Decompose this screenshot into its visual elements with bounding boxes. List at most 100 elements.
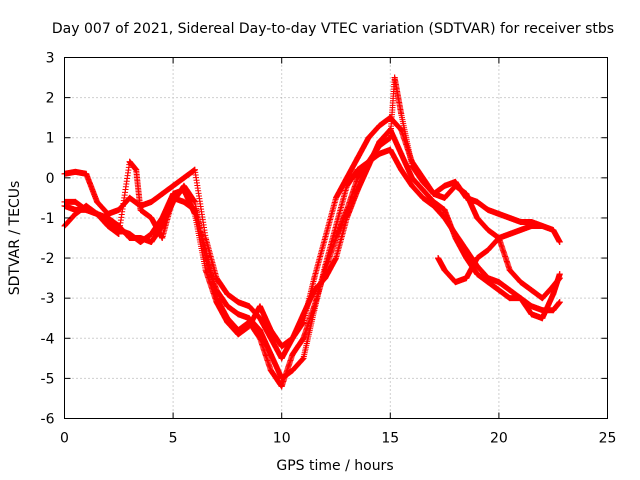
data-point xyxy=(94,210,101,217)
data-point xyxy=(409,162,416,169)
plot-frame xyxy=(64,57,608,419)
data-point xyxy=(387,126,394,133)
plus-markers xyxy=(61,74,563,390)
data-point xyxy=(278,383,285,390)
data-point xyxy=(72,168,79,175)
y-tick-label: -5 xyxy=(41,371,55,387)
data-point xyxy=(506,267,513,274)
y-tick-label: -4 xyxy=(41,331,55,347)
data-point xyxy=(235,331,242,338)
data-point xyxy=(506,214,513,221)
data-point xyxy=(430,190,437,197)
data-point xyxy=(94,198,101,205)
data-point xyxy=(517,218,524,225)
data-point xyxy=(463,275,470,282)
data-point xyxy=(289,367,296,374)
data-point xyxy=(289,335,296,342)
data-point xyxy=(441,182,448,189)
data-point xyxy=(528,222,535,229)
x-tick-label: 25 xyxy=(599,431,617,447)
data-point xyxy=(365,134,372,141)
data-point xyxy=(126,194,133,201)
data-point xyxy=(556,299,563,306)
data-point xyxy=(322,263,329,270)
data-point xyxy=(311,307,318,314)
data-point xyxy=(550,307,557,314)
data-point xyxy=(506,287,513,294)
x-tick-label: 15 xyxy=(381,431,399,447)
data-point xyxy=(126,230,133,237)
data-point xyxy=(148,230,155,237)
data-point xyxy=(224,319,231,326)
data-point xyxy=(517,279,524,286)
data-point xyxy=(343,174,350,181)
data-point xyxy=(159,190,166,197)
data-point xyxy=(474,255,481,262)
data-point xyxy=(419,178,426,185)
x-tick-label: 20 xyxy=(490,431,508,447)
data-point xyxy=(72,206,79,213)
data-point xyxy=(365,162,372,169)
data-point xyxy=(495,279,502,286)
y-tick-label: 3 xyxy=(46,51,55,67)
data-point xyxy=(528,287,535,294)
data-point xyxy=(485,206,492,213)
data-point xyxy=(398,110,405,117)
data-point xyxy=(463,255,470,262)
series-trace-e xyxy=(435,222,546,286)
data-point xyxy=(333,194,339,201)
data-point xyxy=(528,303,535,310)
data-point xyxy=(343,182,350,189)
data-point xyxy=(556,271,563,278)
data-point xyxy=(256,303,263,310)
data-point xyxy=(278,355,285,362)
data-point xyxy=(267,351,274,358)
data-point xyxy=(474,214,481,221)
data-point xyxy=(441,206,448,213)
x-axis-label: GPS time / hours xyxy=(276,458,393,474)
data-point xyxy=(170,190,177,197)
data-point xyxy=(322,275,329,282)
data-point xyxy=(133,166,140,173)
data-point xyxy=(441,267,448,274)
data-point xyxy=(409,174,416,181)
x-tick-label: 0 xyxy=(60,431,69,447)
data-point xyxy=(180,186,187,193)
data-point xyxy=(333,222,339,229)
data-point xyxy=(278,343,285,350)
data-point xyxy=(528,311,535,318)
data-point xyxy=(267,327,274,334)
data-point xyxy=(495,235,502,241)
data-point xyxy=(300,311,307,318)
x-tick-label: 5 xyxy=(169,431,178,447)
data-point xyxy=(235,299,242,306)
data-point xyxy=(354,186,361,193)
data-point xyxy=(83,170,90,177)
data-point xyxy=(246,323,253,330)
data-point xyxy=(202,267,209,274)
data-point xyxy=(387,146,394,153)
data-point xyxy=(376,150,383,157)
data-point xyxy=(278,375,285,382)
data-point xyxy=(452,182,459,189)
data-point xyxy=(430,198,437,205)
chart-title: Day 007 of 2021, Sidereal Day-to-day VTE… xyxy=(52,21,614,37)
data-point xyxy=(550,291,557,298)
data-point xyxy=(539,315,546,322)
data-point xyxy=(435,255,442,262)
data-point xyxy=(463,190,470,197)
data-point xyxy=(170,182,177,189)
data-point xyxy=(474,198,481,205)
data-point xyxy=(550,226,557,233)
y-tick-label: 2 xyxy=(46,91,55,107)
data-point xyxy=(556,239,563,246)
data-point xyxy=(391,74,398,81)
data-point xyxy=(311,275,318,282)
data-point xyxy=(485,279,492,286)
data-point xyxy=(148,214,155,221)
data-point xyxy=(485,226,492,233)
series-trace-b xyxy=(61,74,563,390)
data-point xyxy=(72,198,79,205)
data-point xyxy=(419,194,426,201)
